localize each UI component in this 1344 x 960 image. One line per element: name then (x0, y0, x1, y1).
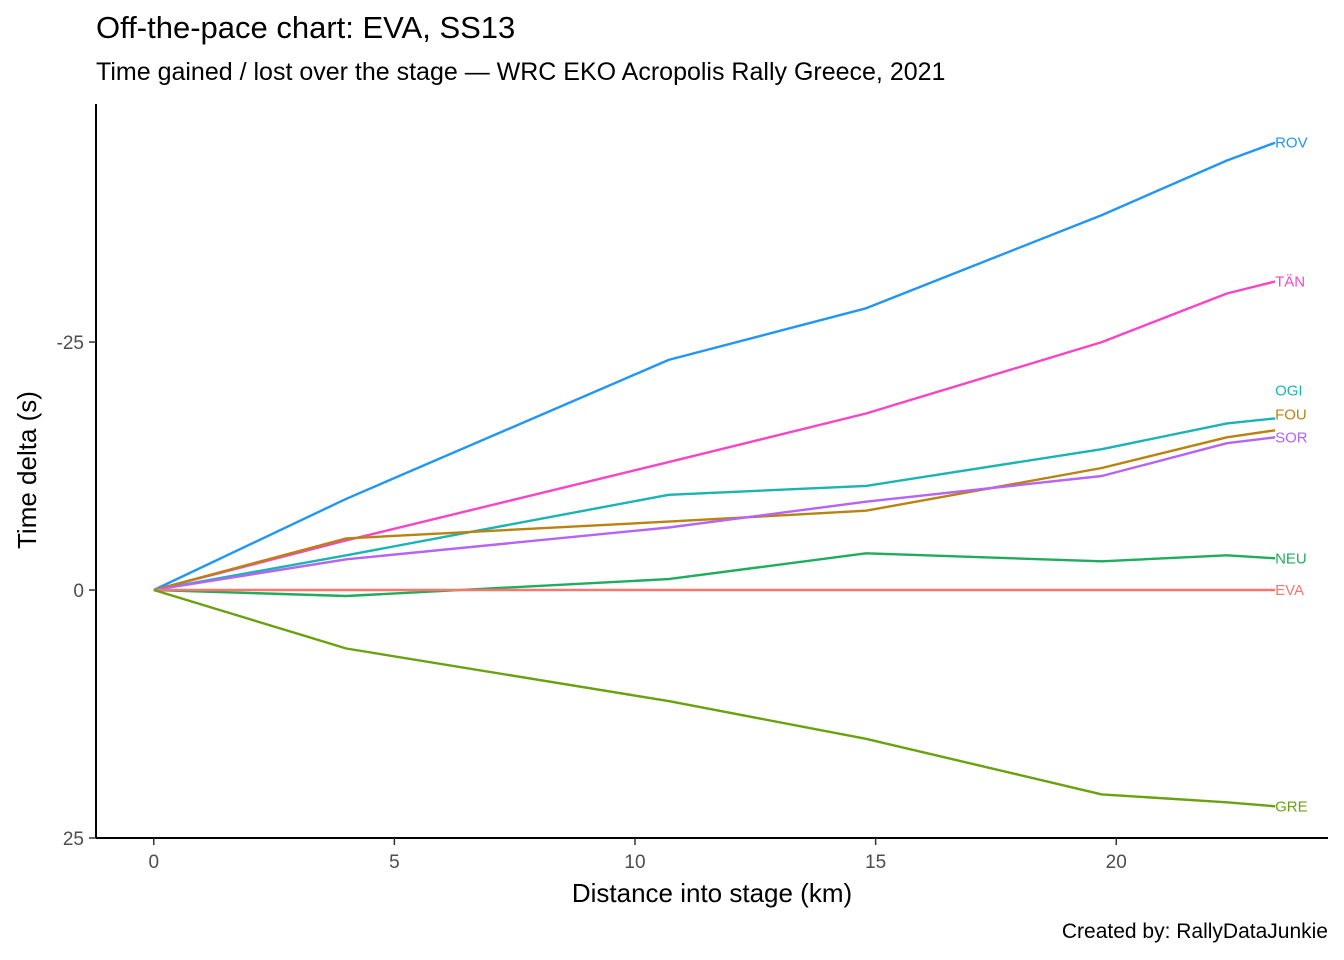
y-tick-label: 0 (73, 581, 84, 602)
series-labels: ROV TÄN OGI FOU SOR NEU EVA GRE (1275, 135, 1308, 816)
series-line-ogi (153, 417, 1276, 592)
x-tick-label: 10 (624, 852, 645, 873)
series-line-t-n (153, 280, 1276, 592)
series-lines (153, 141, 1276, 808)
series-label-sor: SOR (1275, 429, 1308, 446)
series-line-fou (153, 429, 1276, 592)
series-label-ogi: OGI (1275, 382, 1303, 399)
series-label-gre: GRE (1275, 798, 1308, 815)
y-tick-label: -25 (57, 333, 84, 354)
series-line-neu (153, 552, 1276, 598)
series-line-sor (153, 436, 1276, 592)
axes: 0 5 10 15 20 -25 0 25 (57, 104, 1328, 873)
series-line-gre (153, 588, 1276, 808)
series-label-neu: NEU (1275, 550, 1307, 567)
series-label-eva: EVA (1275, 582, 1304, 599)
x-tick-label: 15 (865, 852, 886, 873)
y-tick-label: 25 (63, 829, 84, 850)
series-label-rov: ROV (1275, 135, 1308, 152)
chart-title: Off-the-pace chart: EVA, SS13 (96, 10, 516, 45)
x-tick-label: 5 (389, 852, 400, 873)
x-tick-label: 20 (1106, 852, 1127, 873)
series-label-fou: FOU (1275, 406, 1307, 423)
x-axis-title: Distance into stage (km) (572, 878, 852, 908)
series-label-t-n: TÄN (1275, 274, 1305, 291)
series-line-rov (153, 141, 1276, 592)
x-tick-label: 0 (148, 852, 159, 873)
chart-subtitle: Time gained / lost over the stage — WRC … (96, 58, 946, 86)
chart-caption: Created by: RallyDataJunkie (1061, 920, 1328, 943)
y-axis-title: Time delta (s) (12, 391, 42, 549)
